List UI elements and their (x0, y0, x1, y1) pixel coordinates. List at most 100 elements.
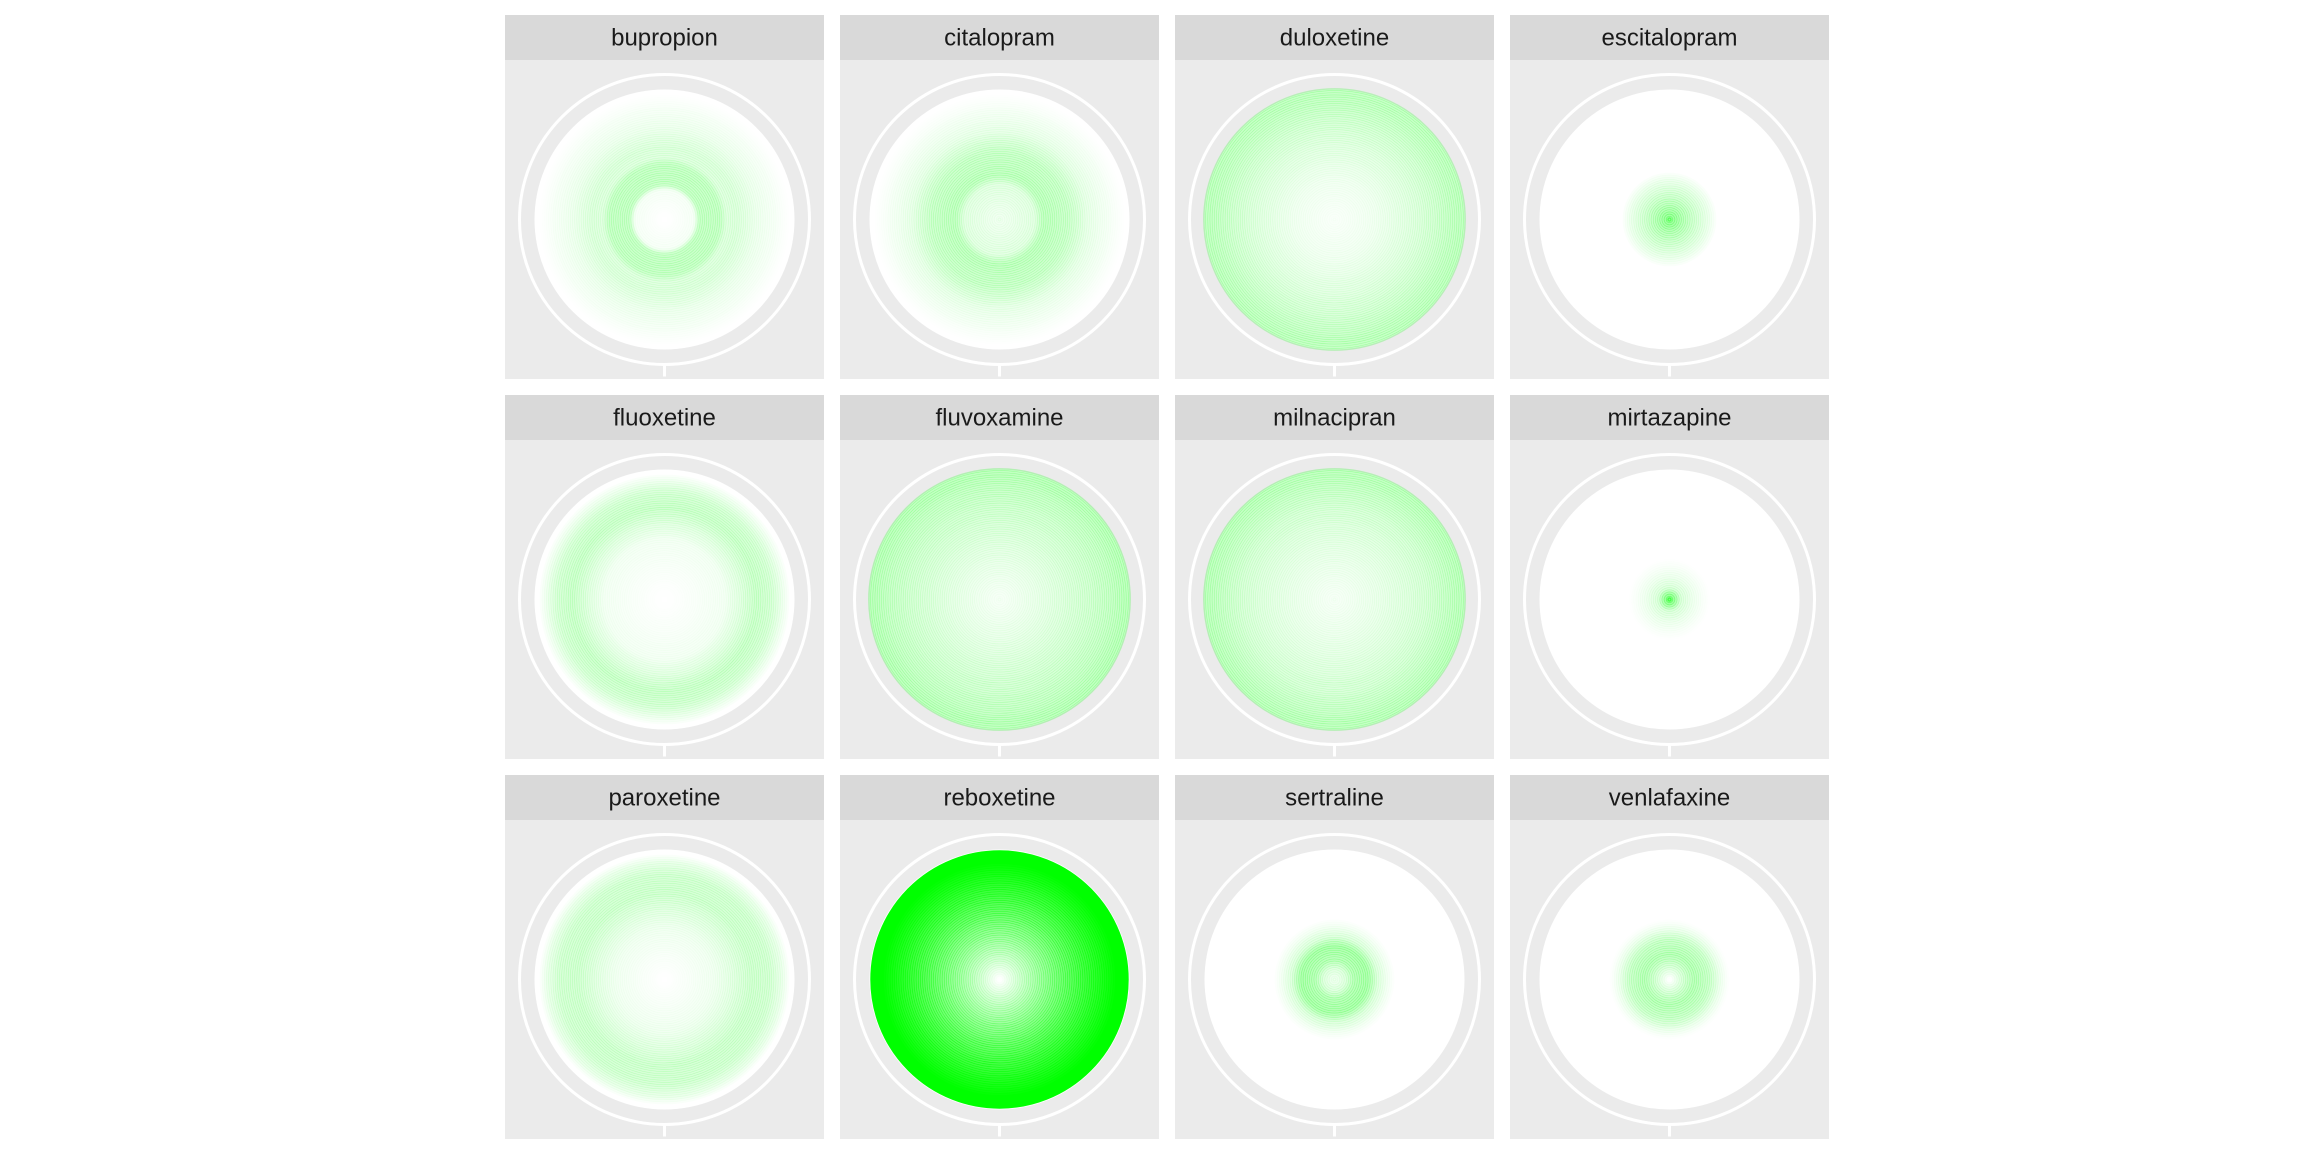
density-ring (920, 140, 1079, 299)
density-ring (1207, 472, 1462, 727)
density-ring (1637, 947, 1702, 1012)
density-ring (1233, 498, 1436, 701)
density-ring (567, 882, 762, 1077)
density-ring (628, 183, 701, 256)
density-ring (1237, 122, 1432, 317)
density-ring (941, 921, 1058, 1038)
density-ring (548, 483, 781, 716)
density-ring (1276, 541, 1393, 658)
density-ring (1218, 103, 1451, 336)
density-ring (1226, 111, 1443, 328)
density-ring (948, 928, 1051, 1031)
density-ring (898, 118, 1101, 321)
density-ring (922, 522, 1077, 677)
density-ring (889, 489, 1110, 710)
density-ring (933, 913, 1066, 1046)
density-ring (585, 520, 744, 679)
density-ring (580, 895, 749, 1064)
density-ring (1231, 496, 1438, 703)
density-ring (935, 155, 1064, 284)
plot-disc (869, 469, 1130, 730)
density-ring (1244, 509, 1425, 690)
density-ring (976, 576, 1023, 623)
facet-label: escitalopram (1601, 25, 1737, 52)
facet-strip (840, 15, 1159, 60)
density-ring (580, 135, 749, 304)
density-ring (902, 122, 1097, 317)
density-ring (1657, 967, 1682, 992)
density-ring (1220, 485, 1449, 714)
density-ring (872, 852, 1127, 1107)
density-ring (602, 537, 727, 662)
density-ring (1328, 973, 1341, 986)
density-ring (1298, 183, 1371, 256)
density-ring (928, 148, 1071, 291)
density-ring (546, 481, 783, 718)
density-ring (554, 489, 775, 710)
density-ring (1620, 930, 1719, 1029)
density-ring (974, 574, 1025, 625)
density-ring (572, 507, 757, 692)
density-ring (989, 209, 1010, 230)
density-ring (1287, 552, 1382, 647)
density-ring (939, 539, 1060, 660)
density-ring (591, 526, 738, 673)
density-ring (954, 934, 1045, 1025)
density-ring (1272, 157, 1397, 282)
density-ring (896, 496, 1103, 703)
facet-label: mirtazapine (1607, 405, 1731, 432)
density-ring (1248, 513, 1421, 686)
facet-panel-citalopram: citalopram (840, 15, 1159, 379)
density-ring (1250, 515, 1419, 684)
density-ring (565, 500, 764, 699)
density-ring (1313, 578, 1356, 621)
density-ring (1229, 114, 1440, 325)
density-ring (578, 133, 751, 306)
facet-strip (1510, 15, 1829, 60)
density-ring (1650, 960, 1689, 999)
density-ring (1661, 591, 1678, 608)
density-ring (917, 517, 1082, 682)
density-ring (922, 902, 1077, 1057)
density-ring (870, 470, 1129, 729)
density-ring (615, 170, 714, 269)
density-ring (887, 867, 1112, 1092)
density-ring (1302, 947, 1367, 1012)
density-ring (587, 902, 742, 1057)
facet-strip (505, 775, 824, 820)
density-ring (881, 481, 1118, 718)
density-ring (963, 943, 1036, 1016)
density-ring (561, 496, 768, 703)
density-ring (611, 926, 718, 1033)
density-ring (980, 960, 1019, 999)
density-ring (569, 504, 760, 695)
density-ring (1220, 105, 1449, 334)
density-ring (917, 897, 1082, 1062)
density-ring (980, 580, 1019, 619)
density-ring (548, 863, 781, 1096)
density-ring (915, 895, 1084, 1064)
density-ring (1213, 98, 1456, 341)
density-ring (1661, 971, 1678, 988)
density-ring (930, 150, 1069, 289)
density-ring (1294, 939, 1375, 1020)
density-rings (1203, 468, 1466, 731)
density-ring (972, 192, 1027, 247)
facet-panel-reboxetine: reboxetine (840, 775, 1159, 1139)
density-ring (1268, 153, 1401, 286)
density-ring (980, 200, 1019, 239)
density-ring (872, 472, 1127, 727)
density-ring (1255, 140, 1414, 299)
density-ring (595, 910, 734, 1049)
density-ring (1307, 952, 1362, 1007)
density-ring (1659, 969, 1680, 990)
density-ring (1317, 582, 1352, 617)
density-ring (1294, 559, 1375, 640)
facet-panel-paroxetine: paroxetine (505, 775, 824, 1139)
density-ring (1246, 131, 1423, 308)
density-ring (985, 585, 1014, 614)
density-ring (1285, 550, 1384, 649)
density-ring (563, 878, 766, 1081)
density-ring (924, 524, 1075, 675)
